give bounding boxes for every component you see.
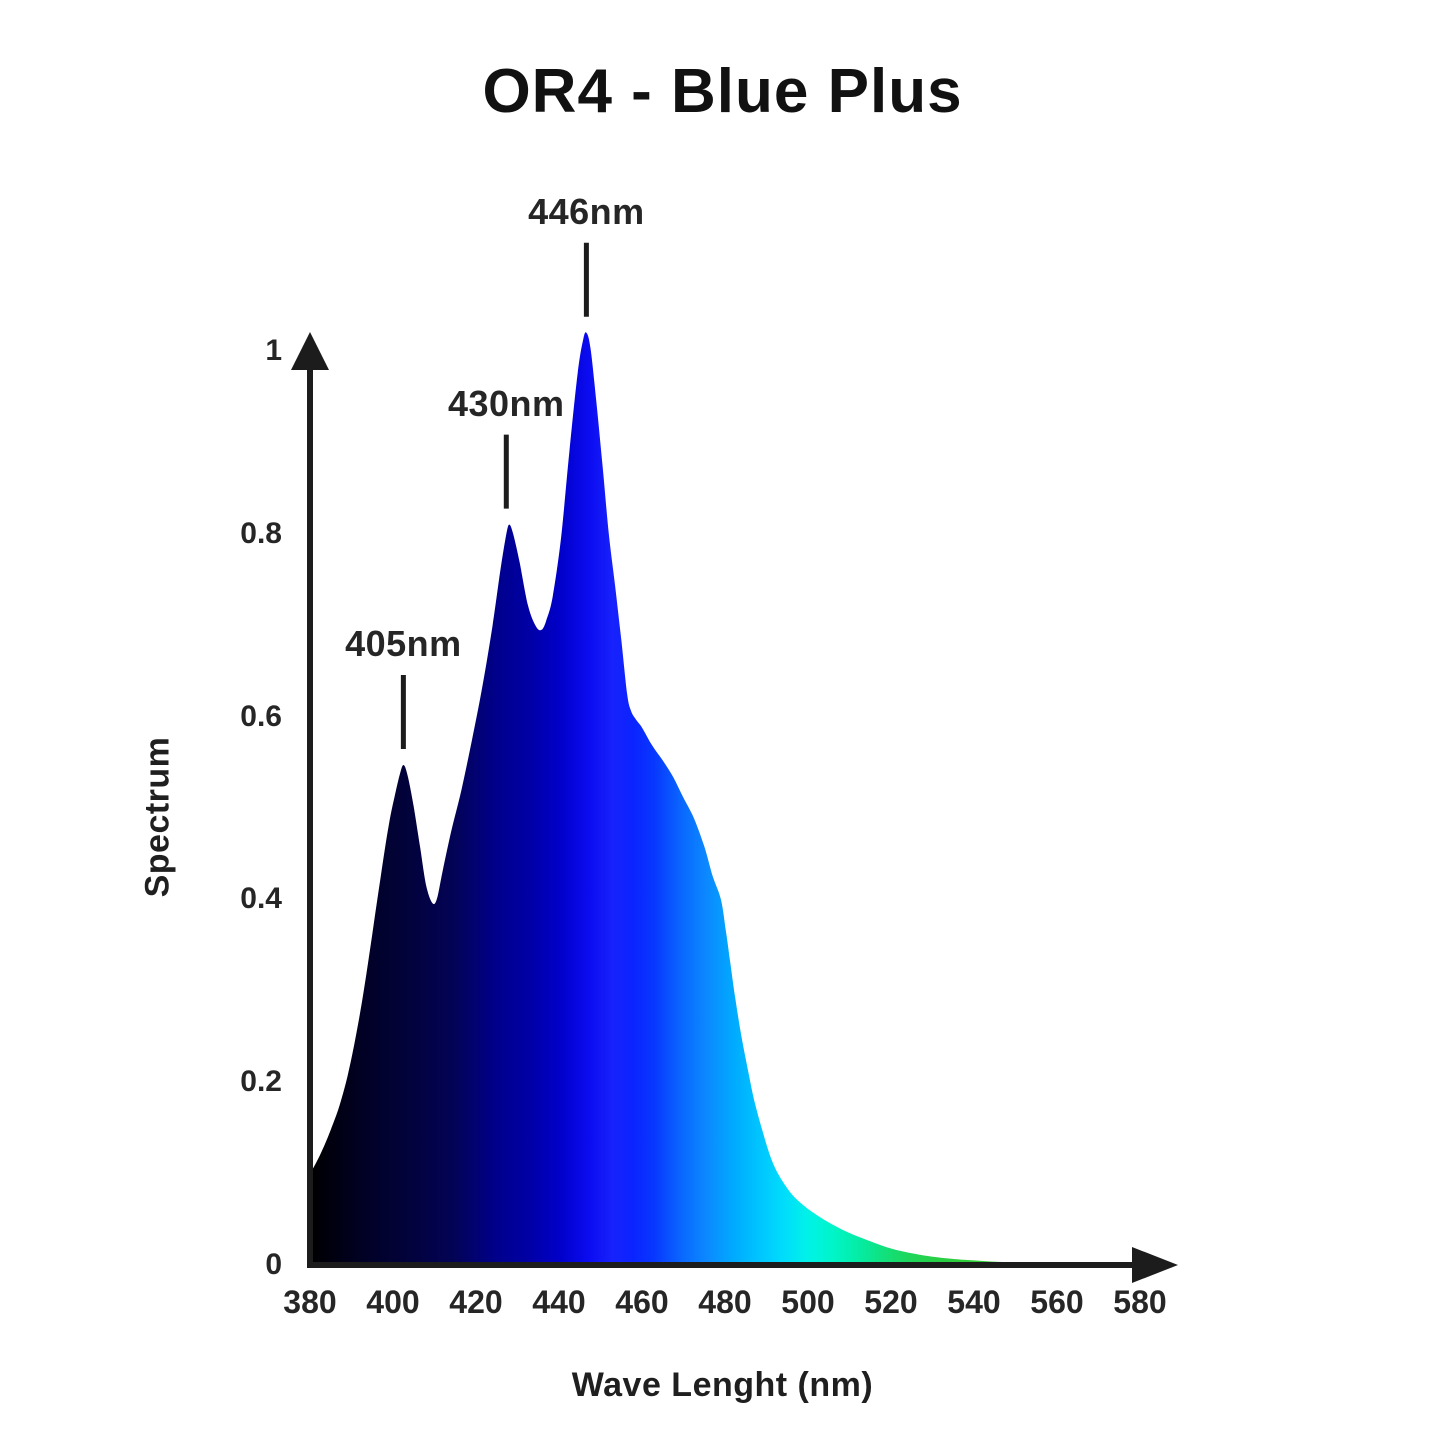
x-tick-label: 380 [283,1284,337,1320]
y-axis-arrowhead-icon [291,332,329,370]
peak-annotation-label: 405nm [345,623,462,665]
x-tick-label: 500 [781,1284,835,1320]
x-tick-label: 440 [532,1284,586,1320]
y-tick-label: 0.4 [240,882,282,916]
y-tick-label: 0.8 [240,516,282,550]
spectrum-curve-area [310,332,1140,1265]
x-tick-label: 540 [947,1284,1001,1320]
x-tick-label: 420 [449,1284,503,1320]
y-tick-label: 1 [265,334,282,367]
x-tick-label: 580 [1113,1284,1167,1320]
x-tick-label: 460 [615,1284,669,1320]
x-axis-title: Wave Lenght (nm) [571,1366,874,1404]
y-axis-title: Spectrum [138,736,177,898]
peak-annotation-label: 430nm [447,382,565,424]
y-tick-label: 0 [265,1248,282,1281]
peak-annotation-label: 446nm [528,190,645,232]
x-tick-label: 400 [366,1284,420,1320]
x-tick-label: 480 [698,1284,752,1320]
y-tick-label: 0.2 [240,1065,282,1099]
x-tick-label: 560 [1030,1284,1084,1320]
x-tick-label: 520 [864,1284,918,1320]
y-tick-label: 0.6 [240,699,282,733]
x-axis-arrowhead-icon [1132,1247,1178,1283]
chart-title: OR4 - Blue Plus [482,57,963,126]
